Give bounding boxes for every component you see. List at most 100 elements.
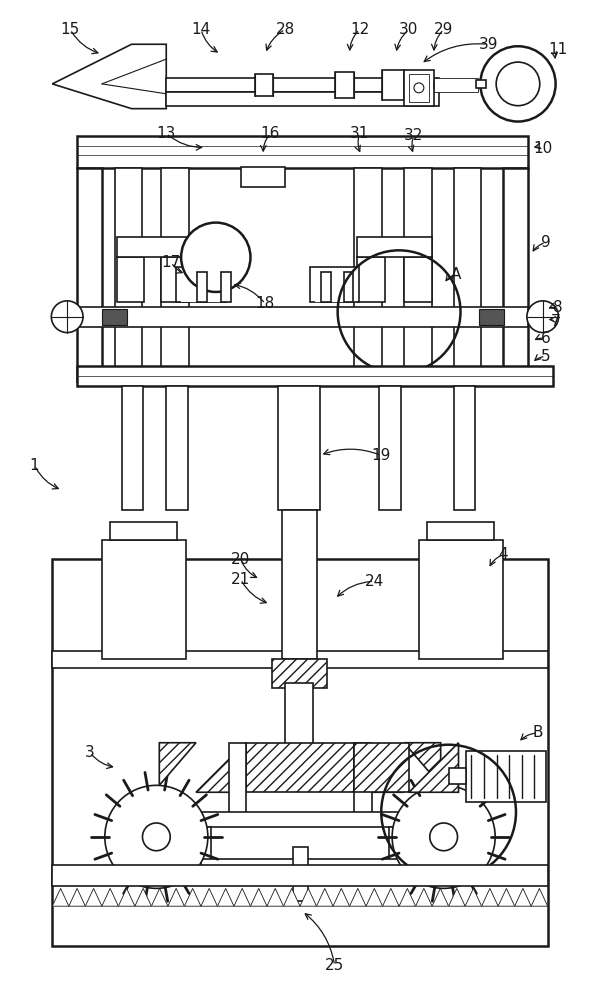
Bar [110,522,177,540]
Polygon shape [250,888,267,906]
Bar [355,743,373,817]
Circle shape [392,785,495,888]
Text: 11: 11 [548,42,567,57]
Polygon shape [52,888,69,906]
Bar [454,386,475,510]
Bar [293,847,308,901]
Polygon shape [267,888,283,906]
Bar [389,827,409,867]
Text: 4: 4 [498,547,508,562]
Text: A: A [451,267,462,282]
Bar [272,659,327,688]
Bar [117,237,189,257]
Bar [358,237,432,257]
Bar [122,386,143,510]
Text: 32: 32 [404,128,424,143]
Polygon shape [217,888,234,906]
Bar [454,168,481,381]
Circle shape [430,823,458,851]
Bar [191,812,409,827]
Bar [241,167,285,187]
Bar [166,92,439,106]
Bar [181,277,221,302]
Bar [503,168,528,381]
Bar [479,309,504,325]
Bar [409,74,429,102]
Bar [321,272,331,302]
Bar [221,272,230,302]
Bar [77,307,528,327]
Bar [77,168,102,381]
Text: 18: 18 [256,296,275,311]
Bar [419,540,503,659]
Polygon shape [69,888,85,906]
Polygon shape [118,888,135,906]
Bar [161,168,189,381]
Polygon shape [283,888,300,906]
Bar [191,827,211,867]
Bar [382,70,404,100]
Polygon shape [432,888,449,906]
Text: 8: 8 [553,300,562,315]
Bar [117,257,145,302]
Bar [278,386,320,510]
Polygon shape [52,44,166,109]
Polygon shape [399,888,416,906]
Circle shape [481,46,556,122]
Text: 1: 1 [29,458,39,473]
Text: 6: 6 [541,331,551,346]
Bar [355,168,382,381]
Polygon shape [333,888,350,906]
Bar [434,78,478,92]
Polygon shape [85,888,102,906]
Bar [434,82,478,88]
Text: 28: 28 [275,22,295,37]
Text: 16: 16 [260,126,280,141]
Circle shape [496,62,540,106]
Text: 21: 21 [231,572,250,587]
Bar [229,743,247,817]
Text: 29: 29 [434,22,454,37]
Text: 9: 9 [541,235,551,250]
Bar [310,267,359,302]
Polygon shape [515,888,531,906]
Text: 10: 10 [533,141,553,156]
Text: 14: 14 [191,22,211,37]
Bar [404,168,432,381]
Bar [197,272,207,302]
Bar [449,768,466,784]
Circle shape [527,301,559,333]
Text: 31: 31 [350,126,369,141]
Circle shape [52,301,83,333]
Polygon shape [300,888,317,906]
Polygon shape [168,888,184,906]
Bar [176,267,226,302]
Polygon shape [482,888,498,906]
Bar [52,559,548,946]
Bar [256,74,273,96]
Text: 39: 39 [478,37,498,52]
Text: 5: 5 [541,349,551,364]
Polygon shape [383,888,399,906]
Text: 15: 15 [61,22,80,37]
Text: 17: 17 [161,255,181,270]
Bar [466,751,546,802]
Bar [285,683,313,748]
Bar [102,540,186,659]
Text: 25: 25 [325,958,344,973]
Bar [115,168,142,381]
Circle shape [181,223,250,292]
Text: 12: 12 [350,22,369,37]
Bar [315,277,355,302]
Text: 24: 24 [365,574,384,589]
Text: 19: 19 [371,448,391,463]
Circle shape [105,785,208,888]
Text: 3: 3 [85,745,95,760]
Bar [166,78,439,92]
Polygon shape [404,743,440,785]
Bar [245,743,355,792]
Polygon shape [531,888,548,906]
Polygon shape [317,888,333,906]
Bar [427,522,494,540]
Text: 20: 20 [231,552,250,567]
